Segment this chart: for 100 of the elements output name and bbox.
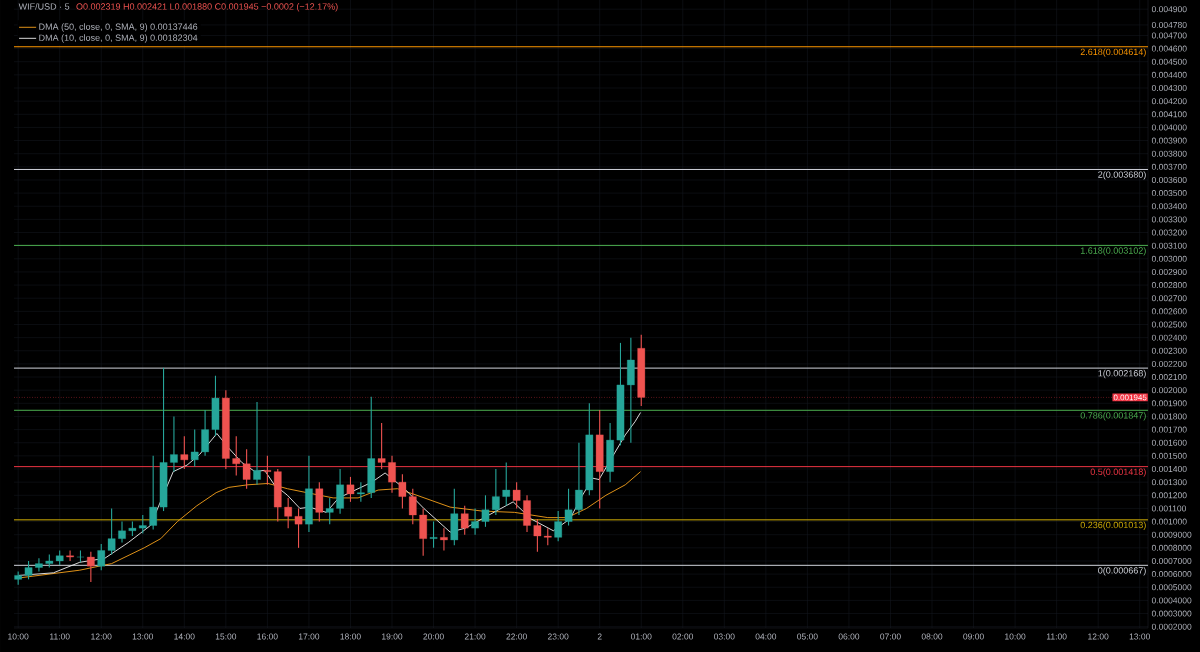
x-tick-label: 21:00 [464, 633, 486, 640]
y-tick-label: 0.002900 [1151, 268, 1187, 275]
y-tick-label: 0.0006000 [1151, 571, 1192, 578]
y-tick-label: 0.002300 [1151, 347, 1187, 354]
y-tick-label: 0.002000 [1151, 387, 1187, 394]
y-tick-label: 0.002200 [1151, 360, 1187, 367]
candlestick [315, 481, 324, 523]
x-tick-label: 13:00 [132, 633, 154, 640]
candlestick [346, 476, 355, 503]
y-tick-label: 0.002100 [1151, 374, 1187, 381]
candlestick [409, 488, 417, 525]
x-tick-label: 01:00 [630, 633, 652, 640]
x-tick-label: 23:00 [547, 633, 569, 640]
candlestick [575, 442, 583, 516]
ref-line-label: 0.001945 [1113, 394, 1147, 401]
candlestick [66, 549, 74, 562]
ref-line-label: 2(0.003680) [1098, 171, 1146, 180]
y-tick-label: 0.0003000 [1151, 610, 1192, 617]
candlestick [24, 560, 33, 580]
candlestick [564, 488, 573, 527]
x-tick-label: 11:00 [50, 633, 70, 640]
candlestick [190, 429, 199, 467]
y-tick-label: 0.004100 [1151, 111, 1187, 118]
ref-line-label: 0.236(0.001013) [1080, 521, 1146, 530]
y-tick-label: 0.003900 [1151, 137, 1187, 144]
y-tick-label: 0.003300 [1151, 216, 1187, 223]
x-tick-label: 07:00 [880, 633, 901, 640]
x-tick-label: 06:00 [838, 633, 860, 640]
x-tick-label: 17:00 [298, 633, 320, 640]
y-tick-label: 0.003200 [1151, 229, 1187, 236]
candlestick [440, 527, 448, 552]
x-tick-label: 03:00 [714, 633, 735, 640]
y-tick-label: 0.003800 [1151, 150, 1187, 157]
y-tick-label: 0.001900 [1151, 400, 1187, 407]
candlestick [35, 557, 43, 573]
y-tick-label: 0.001600 [1151, 439, 1187, 446]
y-tick-label: 0.0007000 [1151, 557, 1192, 564]
candlestick [336, 468, 344, 515]
y-tick-label: 0.0009000 [1151, 531, 1192, 538]
x-tick-label: 08:00 [921, 633, 943, 640]
y-tick-label: 0.004900 [1151, 6, 1187, 13]
y-tick-label: 0.001400 [1151, 466, 1187, 473]
y-tick-label: 0.001100 [1151, 505, 1187, 512]
y-tick-label: 0.003400 [1151, 203, 1187, 210]
y-tick-label: 0.004600 [1151, 45, 1187, 52]
y-tick-label: 0.004500 [1151, 58, 1187, 65]
candlestick [201, 409, 209, 457]
x-tick-label: 14:00 [174, 633, 195, 640]
chart-subtitle: O0.002319 H0.002421 L0.001880 C0.001945 −0.0002 (−12.17%) [76, 3, 338, 12]
x-tick-label: 2 [597, 633, 602, 640]
x-tick-label: 04:00 [755, 633, 777, 640]
candlestick [554, 510, 562, 542]
x-tick-label: 10:00 [1005, 633, 1026, 640]
x-tick-label: 10:00 [8, 633, 29, 640]
x-tick-label: 02:00 [672, 633, 694, 640]
candlestick [460, 505, 469, 536]
candlestick [377, 422, 386, 470]
candlestick [284, 497, 292, 529]
candlestick [253, 401, 261, 486]
y-tick-label: 0.002400 [1151, 334, 1187, 341]
candlestick [294, 507, 303, 549]
y-tick-label: 0.003000 [1151, 255, 1187, 262]
y-tick-label: 0.004200 [1151, 98, 1187, 105]
y-tick-label: 0.002600 [1151, 308, 1187, 315]
y-tick-label: 0.003700 [1151, 163, 1187, 170]
candlestick [502, 461, 511, 507]
ref-line-label: 1(0.002168) [1098, 369, 1146, 379]
y-tick-label: 0.002800 [1151, 282, 1187, 289]
candlestick [419, 507, 427, 557]
candlestick [357, 481, 365, 503]
candlestick [492, 468, 500, 516]
y-tick-label: 0.001200 [1151, 492, 1187, 499]
y-tick-label: 0.004780 [1151, 21, 1187, 28]
ref-line-label: 0.5(0.001418) [1090, 468, 1146, 477]
y-tick-label: 0.001700 [1151, 426, 1187, 433]
y-tick-label: 0.0008000 [1151, 544, 1192, 551]
x-tick-label: 05:00 [797, 633, 818, 640]
y-tick-label: 0.0002000 [1151, 623, 1192, 630]
candlestick [325, 497, 334, 525]
y-tick-label: 0.002700 [1151, 295, 1187, 302]
x-tick-label: 11:00 [1046, 633, 1067, 640]
candlestick [481, 494, 490, 528]
candlestick [180, 435, 189, 470]
y-tick-label: 0.0005000 [1151, 584, 1192, 591]
candlestick [170, 415, 178, 473]
candlestick [388, 455, 396, 494]
x-tick-label: 12:00 [1088, 633, 1109, 640]
y-tick-label: 0.004400 [1151, 71, 1187, 78]
legend-label: DMA (50, close, 0, SMA, 9) 0.00137446 [39, 23, 198, 32]
y-tick-label: 0.0004000 [1151, 597, 1192, 604]
x-tick-label: 12:00 [91, 633, 112, 640]
ref-line-label: 0(0.000667) [1098, 567, 1146, 576]
x-tick-label: 13:00 [1129, 633, 1151, 640]
ref-line-label: 0.786(0.001847) [1080, 411, 1146, 421]
x-tick-label: 18:00 [340, 633, 361, 640]
candlestick [87, 551, 95, 583]
candlestick [471, 507, 479, 536]
ref-line-label: 2.618(0.004614) [1080, 48, 1146, 57]
ref-line-label: 1.618(0.003102) [1080, 247, 1146, 256]
chart-title: WIF/USD · 5 [18, 3, 70, 10]
